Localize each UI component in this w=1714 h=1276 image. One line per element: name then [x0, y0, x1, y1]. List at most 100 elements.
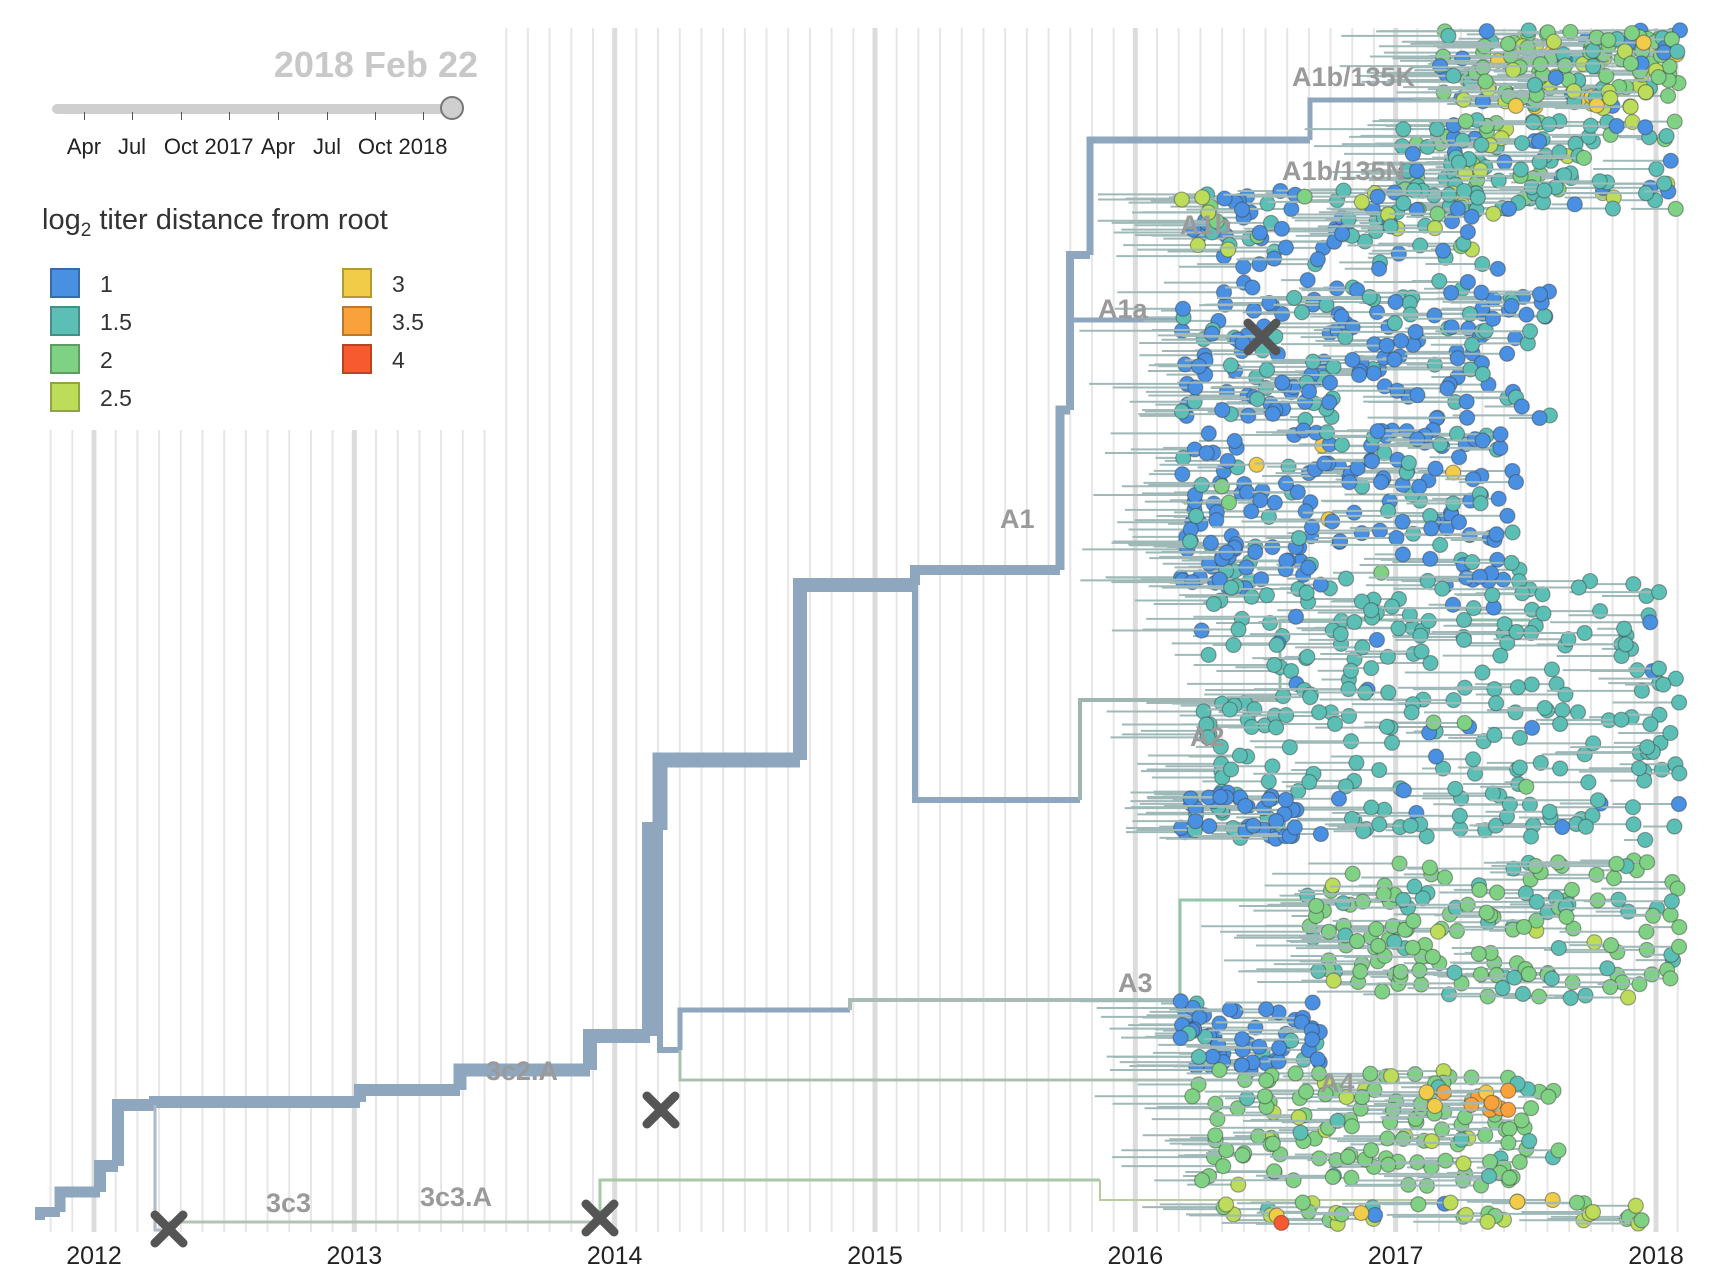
tip-node[interactable] — [1268, 719, 1285, 736]
tip-node[interactable] — [1378, 718, 1396, 735]
tip-node[interactable] — [1625, 576, 1642, 593]
tip-node[interactable] — [1346, 504, 1363, 521]
tip-node[interactable] — [1380, 684, 1397, 701]
tip-node[interactable] — [1602, 90, 1619, 107]
tip-node[interactable] — [1489, 260, 1506, 277]
tip-node[interactable] — [1278, 706, 1295, 724]
tip-node[interactable] — [1511, 729, 1529, 746]
tip-node[interactable] — [1655, 676, 1672, 693]
tip-node[interactable] — [1243, 503, 1260, 520]
tip-node[interactable] — [1484, 586, 1501, 604]
tip-node[interactable] — [1669, 43, 1686, 60]
tip-node[interactable] — [1260, 773, 1277, 790]
tip-node[interactable] — [1403, 704, 1420, 721]
tip-node[interactable] — [1562, 989, 1579, 1007]
tip-node[interactable] — [1174, 466, 1191, 483]
tip-node[interactable] — [1203, 325, 1220, 342]
tip-node[interactable] — [1521, 1132, 1538, 1150]
tip-node[interactable] — [1429, 205, 1446, 223]
tip-node[interactable] — [1407, 1066, 1424, 1083]
tip-node[interactable] — [1326, 715, 1344, 733]
tip-node[interactable] — [1251, 1038, 1268, 1055]
tip-node[interactable] — [1409, 431, 1426, 448]
tip-node[interactable] — [1455, 1155, 1472, 1172]
tip-node[interactable] — [1321, 394, 1338, 411]
tip-node[interactable] — [1372, 474, 1390, 491]
tip-node[interactable] — [1188, 507, 1205, 525]
tip-node[interactable] — [1296, 188, 1313, 205]
tip-node[interactable] — [1543, 661, 1561, 678]
tip-node[interactable] — [1273, 1214, 1290, 1232]
tip-node[interactable] — [1617, 636, 1634, 653]
date-slider-track[interactable] — [52, 104, 454, 114]
tip-node[interactable] — [1545, 33, 1562, 50]
tip-node[interactable] — [1650, 68, 1667, 86]
tip-node[interactable] — [1413, 976, 1430, 993]
tip-node[interactable] — [1577, 818, 1595, 835]
tip-node[interactable] — [1436, 869, 1454, 886]
tip-node[interactable] — [1371, 522, 1388, 539]
tip-node[interactable] — [1499, 507, 1516, 524]
tip-node[interactable] — [1662, 152, 1679, 169]
tip-node[interactable] — [1620, 989, 1637, 1006]
tip-node[interactable] — [1349, 459, 1366, 477]
tip-node[interactable] — [1287, 1065, 1304, 1082]
tip-node[interactable] — [1666, 818, 1683, 835]
tip-node[interactable] — [1200, 425, 1217, 442]
tip-node[interactable] — [1362, 1065, 1379, 1082]
tip-node[interactable] — [1245, 302, 1262, 319]
tip-node[interactable] — [1580, 774, 1597, 791]
tip-node[interactable] — [1387, 293, 1404, 311]
tip-node[interactable] — [1408, 201, 1425, 219]
tip-node[interactable] — [1608, 855, 1625, 872]
tip-node[interactable] — [1213, 478, 1230, 495]
tip-node[interactable] — [1650, 584, 1668, 601]
tip-node[interactable] — [1651, 706, 1668, 723]
tip-node[interactable] — [1532, 56, 1549, 73]
legend-item[interactable]: 3 — [342, 268, 542, 304]
tip-node[interactable] — [1576, 624, 1593, 642]
tip-node[interactable] — [1321, 374, 1339, 391]
tip-node[interactable] — [1450, 154, 1468, 171]
tip-node[interactable] — [1363, 799, 1380, 816]
tip-node[interactable] — [1281, 739, 1298, 756]
tip-node[interactable] — [1658, 127, 1675, 145]
tip-node[interactable] — [1329, 1112, 1346, 1129]
tip-node[interactable] — [1298, 1083, 1315, 1100]
tip-node[interactable] — [1370, 260, 1388, 277]
tip-node[interactable] — [1237, 797, 1254, 815]
tip-node[interactable] — [1536, 699, 1553, 717]
tip-node[interactable] — [1239, 1090, 1256, 1107]
tip-node[interactable] — [1531, 409, 1548, 427]
tip-node[interactable] — [1577, 987, 1594, 1004]
tip-node[interactable] — [1333, 436, 1350, 453]
tip-node[interactable] — [1448, 425, 1466, 442]
tip-node[interactable] — [1633, 1212, 1650, 1229]
tip-node[interactable] — [1456, 714, 1473, 732]
legend-item[interactable]: 4 — [342, 344, 542, 380]
tip-node[interactable] — [1458, 393, 1475, 410]
tip-node[interactable] — [1251, 256, 1268, 273]
tip-node[interactable] — [1504, 524, 1521, 541]
tip-node[interactable] — [1569, 704, 1587, 721]
tip-node[interactable] — [1419, 138, 1436, 156]
tip-node[interactable] — [1363, 660, 1380, 677]
tip-node[interactable] — [1264, 405, 1281, 422]
tip-node[interactable] — [1479, 1213, 1496, 1230]
tip-node[interactable] — [1608, 117, 1625, 135]
tip-node[interactable] — [1363, 602, 1380, 619]
tip-node[interactable] — [1361, 288, 1378, 306]
tip-node[interactable] — [1627, 1197, 1644, 1214]
tip-node[interactable] — [1484, 310, 1502, 327]
tip-node[interactable] — [1487, 817, 1505, 834]
tip-node[interactable] — [1234, 1147, 1251, 1164]
tip-node[interactable] — [1487, 695, 1505, 712]
tip-node[interactable] — [1211, 1061, 1228, 1079]
tip-node[interactable] — [1312, 576, 1329, 593]
tip-node[interactable] — [1507, 97, 1525, 114]
tip-node[interactable] — [1338, 1089, 1355, 1106]
tip-node[interactable] — [1312, 825, 1329, 843]
tip-node[interactable] — [1518, 306, 1535, 323]
tip-node[interactable] — [1277, 475, 1295, 492]
tip-node[interactable] — [1324, 877, 1341, 894]
